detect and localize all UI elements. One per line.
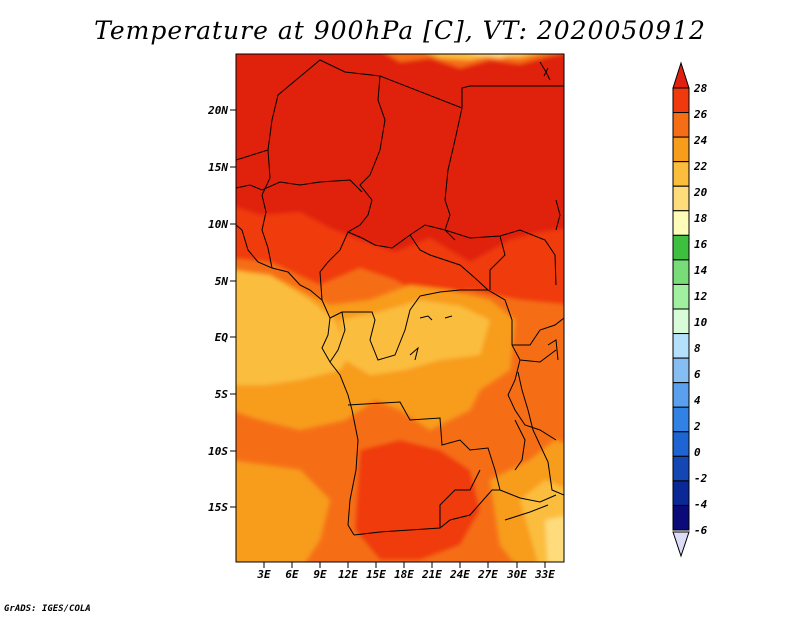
plot-frame	[235, 53, 565, 563]
colorbar-label: 20	[693, 186, 708, 199]
colorbar-label: 18	[694, 212, 708, 225]
colorbar-swatch	[672, 357, 690, 384]
lon-label: 27E	[477, 568, 498, 581]
colorbar-label: 22	[693, 160, 708, 173]
colorbar-label: 6	[694, 368, 701, 381]
colorbar-label: 12	[694, 290, 708, 303]
colorbar-swatch	[672, 382, 690, 408]
latitude-axis: 20N 15N 10N 5N EQ 5S 10S 15S	[207, 104, 236, 514]
colorbar-swatch	[672, 308, 690, 335]
colorbar-label: 24	[693, 134, 708, 147]
colorbar-label: 28	[693, 82, 708, 95]
colorbar-label: 4	[694, 394, 701, 407]
colorbar-label: -2	[694, 472, 708, 485]
colorbar-labels: 28 26 24 22 20 18 16 14 12 10 8 6 4 2 0 …	[693, 82, 708, 537]
colorbar-label: 14	[694, 264, 708, 277]
longitude-axis: 3E 6E 9E 12E 15E 18E 21E 24E 27E 30E 33E	[256, 562, 555, 581]
colorbar-swatch	[672, 161, 690, 187]
lon-label: 9E	[313, 568, 327, 581]
colorbar-label: 10	[694, 316, 708, 329]
colorbar-swatch	[672, 185, 690, 212]
lon-label: 21E	[421, 568, 442, 581]
lon-label: 6E	[285, 568, 299, 581]
lon-label: 24E	[449, 568, 470, 581]
lat-label: 20N	[207, 104, 228, 117]
colorbar-label: -6	[694, 524, 708, 537]
colorbar-label: 16	[694, 238, 708, 251]
lat-label: 5S	[215, 388, 229, 401]
lat-label: EQ	[215, 331, 229, 344]
map-title: Temperature at 900hPa [C], VT: 202005091…	[94, 16, 706, 45]
lat-label: 10S	[208, 445, 228, 458]
lat-label: 15N	[208, 161, 228, 174]
colorbar-swatch	[672, 480, 690, 506]
colorbar-swatch	[672, 504, 690, 531]
colorbar-swatch	[672, 283, 690, 310]
colorbar-swatch	[672, 259, 690, 285]
colorbar-swatch	[672, 333, 690, 359]
colorbar-swatch	[672, 112, 690, 138]
colorbar-over-arrow	[672, 61, 690, 89]
lon-label: 18E	[394, 568, 414, 581]
colorbar-label: 8	[694, 342, 701, 355]
colorbar-label: 0	[694, 446, 701, 459]
country-borders	[236, 59, 564, 536]
colorbar-swatch	[672, 210, 690, 236]
lon-label: 30E	[506, 568, 527, 581]
grads-credit: GrADS: IGES/COLA	[4, 604, 91, 614]
lat-label: 5N	[215, 275, 229, 288]
lat-label: 10N	[208, 218, 228, 231]
lon-label: 3E	[256, 568, 271, 581]
lon-label: 33E	[534, 568, 555, 581]
colorbar-swatch	[672, 87, 690, 114]
colorbar-under-arrow	[672, 531, 690, 558]
lon-label: 12E	[338, 568, 358, 581]
colorbar-label: 2	[693, 420, 701, 433]
lat-label: 15S	[208, 501, 228, 514]
colorbar-label: 26	[693, 108, 708, 121]
colorbar-swatch	[672, 431, 690, 457]
colorbar-swatch	[672, 136, 690, 163]
colorbar-swatch	[672, 455, 690, 482]
lon-label: 15E	[366, 568, 386, 581]
colorbar-swatch	[672, 234, 690, 261]
colorbar-label: -4	[694, 498, 708, 511]
colorbar-swatch	[672, 406, 690, 433]
colorbar	[672, 61, 690, 531]
temperature-field	[236, 54, 564, 562]
